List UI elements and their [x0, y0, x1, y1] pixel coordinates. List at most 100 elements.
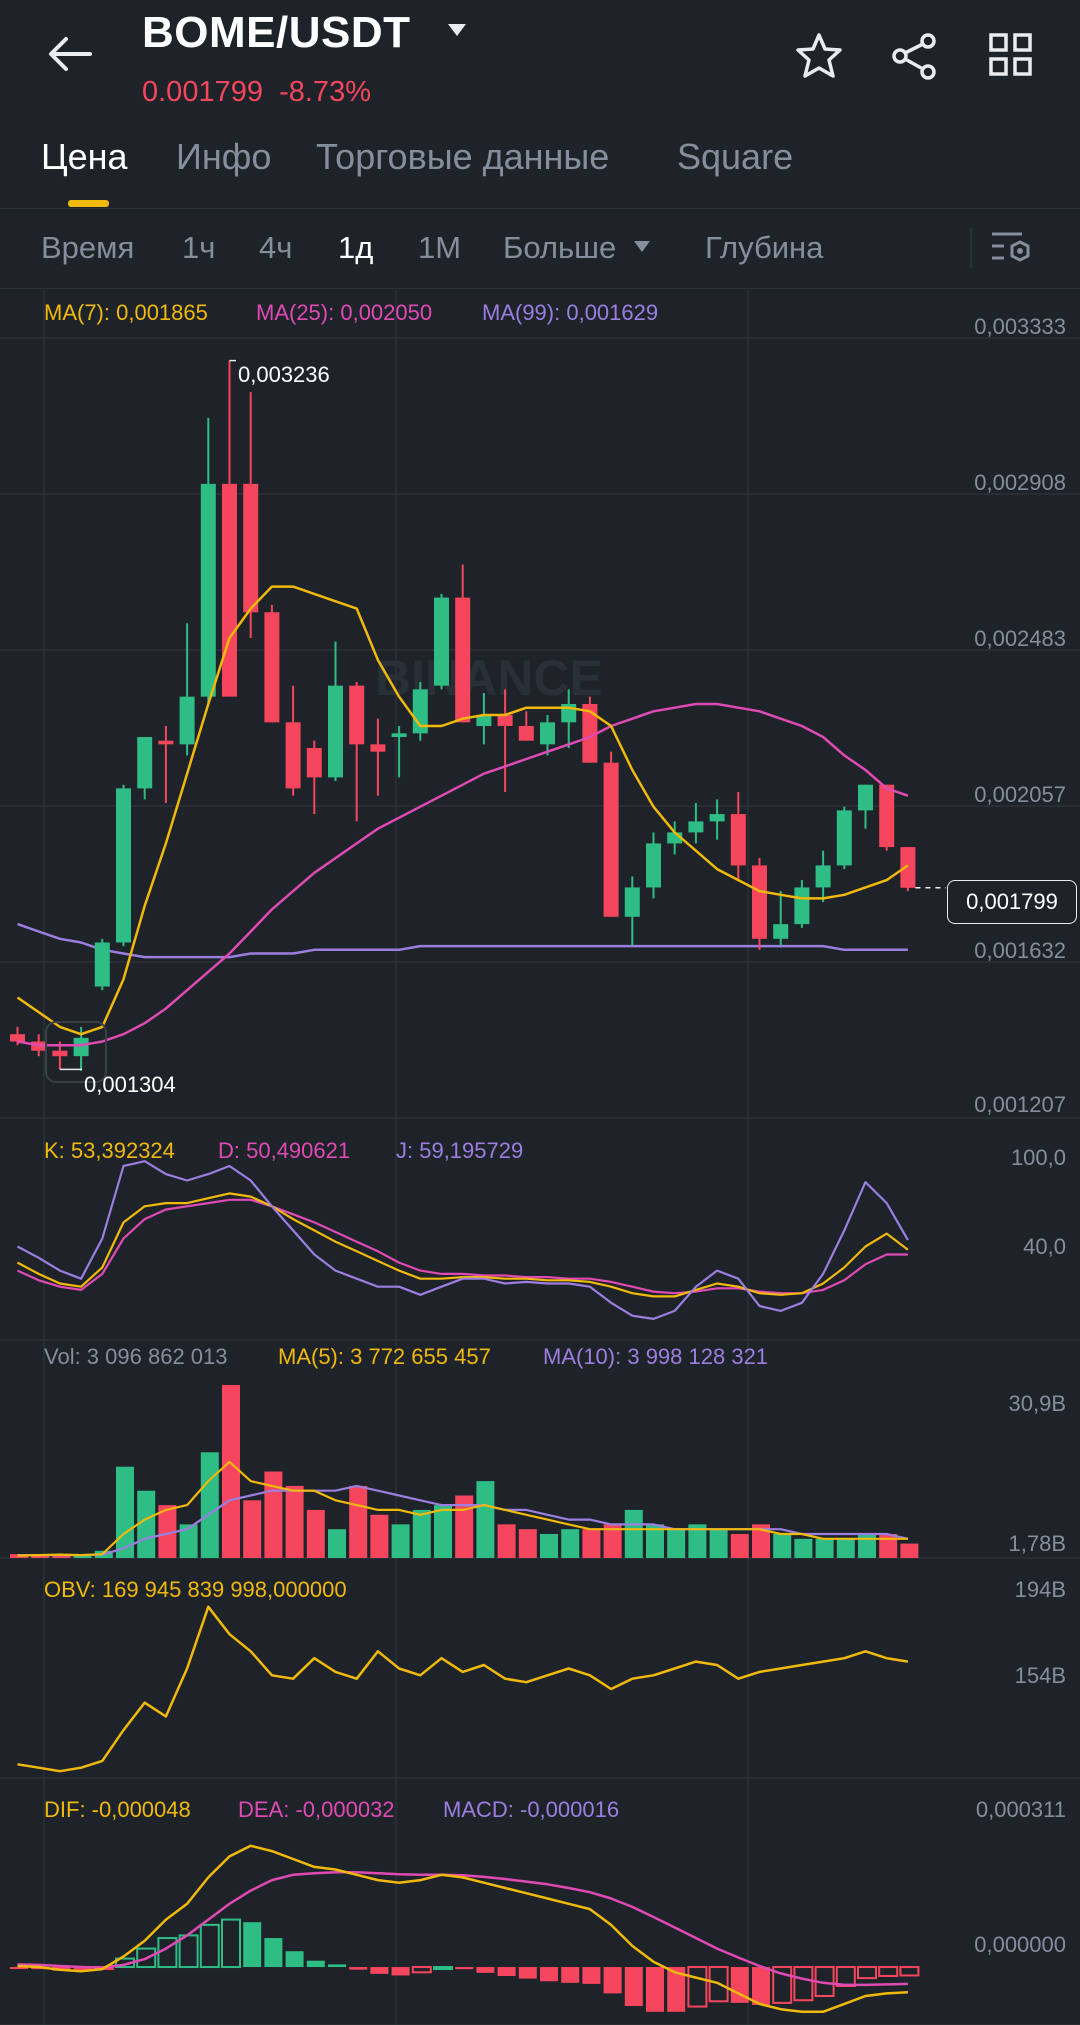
macd-bar — [793, 1966, 814, 2002]
price-axis-label: 0,001207 — [974, 1092, 1066, 1117]
price-axis-label: 0,002908 — [974, 470, 1066, 495]
candle-body — [285, 722, 301, 789]
volume-bar — [582, 1529, 601, 1558]
pair-title[interactable]: BOME/USDT — [142, 8, 411, 57]
candles — [10, 360, 916, 1071]
candle-body — [688, 821, 704, 833]
volume-bar — [773, 1533, 792, 1558]
candle-body — [137, 737, 153, 789]
volume-bar — [243, 1500, 262, 1558]
kdj-k-legend: K: 53,392324 — [44, 1138, 175, 1163]
volume-bar — [200, 1452, 219, 1558]
candle-body — [306, 748, 322, 778]
volume-bar — [52, 1554, 71, 1558]
candle-body — [434, 597, 449, 686]
volume-bar — [137, 1490, 156, 1558]
volume-bar — [434, 1505, 452, 1558]
vol-ma5-path — [17, 1460, 908, 1557]
chart-settings-icon[interactable] — [990, 228, 1034, 268]
macd-bar — [285, 1951, 304, 1968]
volume-bar — [391, 1524, 410, 1558]
more-caret-icon[interactable] — [633, 240, 651, 254]
volume-bar — [646, 1524, 664, 1558]
interval-1d[interactable]: 1д — [338, 230, 374, 265]
star-icon[interactable] — [794, 32, 844, 80]
macd-bar — [433, 1966, 453, 1971]
macd-bar — [497, 1967, 516, 1976]
candle-body — [455, 597, 471, 723]
volume-bar — [455, 1495, 474, 1558]
macd-bar — [540, 1967, 558, 1982]
macd-dea-path — [17, 1870, 908, 1987]
kdj-d-path — [17, 1198, 908, 1295]
price-change: -8.73% — [279, 76, 371, 108]
macd-dea-legend: DEA: -0,000032 — [238, 1797, 395, 1822]
volume-bar — [624, 1509, 643, 1558]
interval-more[interactable]: Больше — [503, 230, 617, 265]
candle-body — [879, 784, 895, 848]
vol-axis-label: 1,78B — [1008, 1531, 1067, 1556]
volume-bar — [73, 1555, 92, 1558]
macd-bar — [752, 1967, 770, 2005]
candle-body — [667, 832, 683, 844]
macd-bar — [199, 1923, 220, 1969]
volume-bar — [688, 1524, 707, 1558]
candle-body — [773, 924, 789, 939]
candle-body — [858, 784, 873, 811]
volume-bar — [667, 1529, 686, 1558]
volume-bar — [540, 1533, 558, 1558]
obv-line — [17, 1605, 909, 1773]
interval-depth[interactable]: Глубина — [705, 230, 824, 265]
kdj-j-path — [16, 1160, 909, 1321]
interval-1m[interactable]: 1M — [418, 230, 462, 265]
header-bar: BOME/USDT 0.001799 -8.73% — [0, 0, 1080, 110]
volume-bar — [328, 1529, 346, 1558]
kdj-axis-label: 40,0 — [1023, 1234, 1066, 1259]
macd-bar — [73, 1967, 92, 1972]
main-tabs: Цена Инфо Торговые данные Square — [0, 128, 1080, 209]
macd-bar — [264, 1938, 283, 1968]
price-axis-label: 0,001632 — [974, 938, 1066, 963]
macd-axis-label: 0,000311 — [975, 1797, 1066, 1822]
volume-bar — [900, 1543, 919, 1558]
back-arrow-icon[interactable] — [46, 34, 94, 74]
price-axis-label: 0,002057 — [974, 782, 1066, 807]
candle-body — [10, 1034, 25, 1042]
ma25-path — [17, 702, 909, 1047]
obv-axis-label: 194B — [1014, 1577, 1066, 1602]
tab-price[interactable]: Цена — [41, 136, 128, 177]
macd-bar — [772, 1966, 793, 2004]
candle-body — [730, 814, 746, 866]
interval-1h[interactable]: 1ч — [182, 230, 216, 265]
dropdown-caret-icon[interactable] — [446, 22, 468, 38]
grid-icon[interactable] — [988, 32, 1034, 78]
active-tab-indicator — [68, 200, 109, 207]
tab-trading-data[interactable]: Торговые данные — [316, 136, 610, 177]
macd-bar — [708, 1966, 729, 2003]
macd-bar — [370, 1967, 389, 1974]
tab-square[interactable]: Square — [677, 136, 794, 177]
interval-4h[interactable]: 4ч — [259, 230, 293, 265]
volume-bar — [497, 1524, 516, 1558]
volume-bar — [31, 1555, 50, 1558]
macd-dif-legend: DIF: -0,000048 — [44, 1797, 191, 1822]
macd-bar — [687, 1966, 708, 2008]
macd-bar — [518, 1967, 537, 1979]
kdj-j-legend: J: 59,195729 — [396, 1138, 524, 1163]
macd-value-legend: MACD: -0,000016 — [443, 1797, 620, 1822]
macd-bar — [178, 1934, 199, 1969]
price-axis-label: 0,003333 — [974, 314, 1066, 339]
low-price-label: 0,001304 — [84, 1072, 176, 1097]
obv-axis-label: 154B — [1014, 1663, 1066, 1688]
macd-bar — [624, 1967, 643, 2007]
interval-time[interactable]: Время — [41, 230, 135, 265]
volume-bar — [709, 1529, 728, 1558]
share-icon[interactable] — [890, 32, 940, 82]
tab-info[interactable]: Инфо — [176, 136, 272, 177]
current-price-tag[interactable]: 0,001799 — [947, 880, 1077, 924]
candle-body — [116, 788, 131, 943]
vol-legend: Vol: 3 096 862 013 — [44, 1344, 228, 1369]
ma7-line — [16, 585, 909, 1036]
candle-body — [624, 887, 640, 917]
